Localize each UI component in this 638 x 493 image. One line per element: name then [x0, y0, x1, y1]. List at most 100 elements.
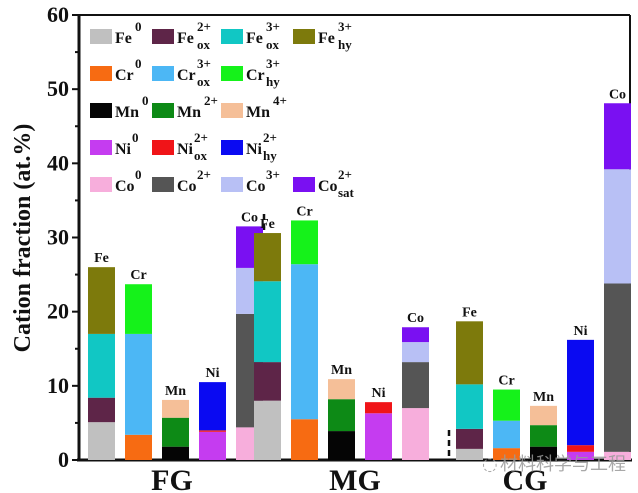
bar-segment-ni2hy	[199, 382, 226, 431]
bar-label: Cr	[296, 204, 312, 219]
legend-superscript: 3+	[266, 56, 280, 71]
legend-superscript: 0	[135, 19, 142, 34]
legend-subscript: ox	[194, 148, 208, 163]
bar-label: Co	[241, 210, 258, 225]
legend-item-fe3hy: Fe3+ hy	[293, 19, 352, 52]
legend-superscript: 2+	[263, 130, 277, 145]
bar-fg-ni: Ni	[199, 366, 226, 460]
legend-swatch	[221, 29, 243, 44]
bar-segment-co0	[402, 408, 429, 460]
legend-label: Cr	[115, 67, 134, 84]
legend-superscript: 0	[142, 93, 149, 108]
bar-mg-cr: Cr	[291, 204, 318, 460]
bar-segment-cr0	[125, 434, 152, 460]
bar-fg-cr: Cr	[125, 268, 152, 460]
bar-segment-fe3ox	[88, 333, 115, 398]
bar-segment-co2sat	[402, 327, 429, 343]
bar-segment-cr3hy	[125, 284, 152, 334]
legend-item-cr0: Cr0	[90, 56, 142, 84]
bar-segment-ni2ox	[567, 445, 594, 452]
bar-segment-fe3ox	[456, 384, 483, 429]
bar-segment-fe3hy	[254, 233, 281, 282]
bar-segment-ni2hy	[567, 339, 594, 446]
legend-swatch	[221, 140, 243, 155]
bar-segment-cr0	[291, 419, 318, 460]
bar-segment-fe0	[254, 400, 281, 460]
bar-segment-mn0	[530, 446, 557, 460]
legend-label: Ni	[177, 141, 194, 158]
legend-swatch	[221, 177, 243, 192]
bar-segment-fe2ox	[456, 428, 483, 449]
bar-label: Co	[609, 87, 626, 102]
bar-label: Cr	[130, 268, 146, 283]
bar-segment-cr3ox	[291, 264, 318, 420]
bar-mg-mn: Mn	[328, 363, 355, 460]
legend-label: Cr	[177, 67, 196, 84]
legend-item-fe0: Fe0	[90, 19, 142, 47]
bar-segment-ni0	[365, 413, 392, 460]
legend-item-mn4: Mn4+	[221, 93, 287, 121]
bar-label: Fe	[462, 305, 477, 320]
legend-item-mn2: Mn2+	[152, 93, 218, 121]
legend-swatch	[152, 103, 174, 118]
legend-item-fe2ox: Fe2+ ox	[152, 19, 211, 52]
y-tick-label: 0	[58, 447, 69, 472]
y-tick-label: 30	[47, 225, 69, 250]
watermark-text: 材料科学与工程	[500, 454, 626, 475]
bar-label: Co	[407, 311, 424, 326]
bar-segment-fe3hy	[88, 267, 115, 334]
y-axis-label: Cation fraction (at.%)	[10, 124, 36, 353]
legend-superscript: 0	[132, 130, 139, 145]
legend-swatch	[152, 66, 174, 81]
legend-subscript: ox	[197, 37, 211, 52]
legend-superscript: 2+	[197, 167, 211, 182]
bar-segment-co2	[402, 362, 429, 409]
bar-segment-mn2	[162, 417, 189, 447]
bar-segment-mn2	[530, 425, 557, 447]
legend-superscript: 3+	[266, 167, 280, 182]
bar-mg-ni: Ni	[365, 386, 392, 460]
bar-segment-fe2ox	[88, 397, 115, 423]
legend-subscript: hy	[263, 148, 277, 163]
legend-item-co2sat: Co2+ sat	[293, 167, 355, 200]
bar-segment-cr0	[493, 448, 520, 460]
bar-segment-fe3hy	[456, 321, 483, 385]
legend-superscript: 0	[135, 167, 142, 182]
legend-label: Mn	[246, 104, 270, 121]
legend-swatch	[152, 29, 174, 44]
bar-segment-fe2ox	[254, 362, 281, 401]
bar-cg-mn: Mn	[530, 390, 557, 460]
legend-label: Co	[246, 178, 266, 195]
legend-superscript: 2+	[338, 167, 352, 182]
y-tick-label: 40	[47, 150, 69, 175]
bar-segment-cr3ox	[125, 333, 152, 435]
legend-swatch	[221, 103, 243, 118]
legend-item-cr3hy: Cr3+ hy	[221, 56, 280, 89]
y-tick-label: 60	[47, 2, 69, 27]
legend-label: Ni	[115, 141, 132, 158]
legend-item-ni0: Ni0	[90, 130, 139, 158]
group-label-mg: MG	[329, 464, 381, 493]
bar-segment-fe0	[456, 448, 483, 460]
bar-segment-ni2ox	[365, 402, 392, 414]
legend-superscript: 3+	[266, 19, 280, 34]
legend-item-co3: Co3+	[221, 167, 280, 195]
legend-swatch	[293, 177, 315, 192]
legend-superscript: 3+	[338, 19, 352, 34]
legend-label: Cr	[246, 67, 265, 84]
legend-swatch	[221, 66, 243, 81]
legend-label: Co	[115, 178, 135, 195]
bar-segment-mn4	[162, 399, 189, 418]
bar-segment-fe3ox	[254, 281, 281, 363]
legend-item-fe3ox: Fe3+ ox	[221, 19, 280, 52]
legend-subscript: ox	[266, 37, 280, 52]
legend-item-cr3ox: Cr3+ ox	[152, 56, 211, 89]
legend-subscript: sat	[338, 185, 355, 200]
y-tick-label: 50	[47, 76, 69, 101]
bar-mg-fe: Fe	[254, 217, 281, 460]
bar-cg-fe: Fe	[456, 305, 483, 460]
bar-label: Ni	[372, 386, 386, 401]
